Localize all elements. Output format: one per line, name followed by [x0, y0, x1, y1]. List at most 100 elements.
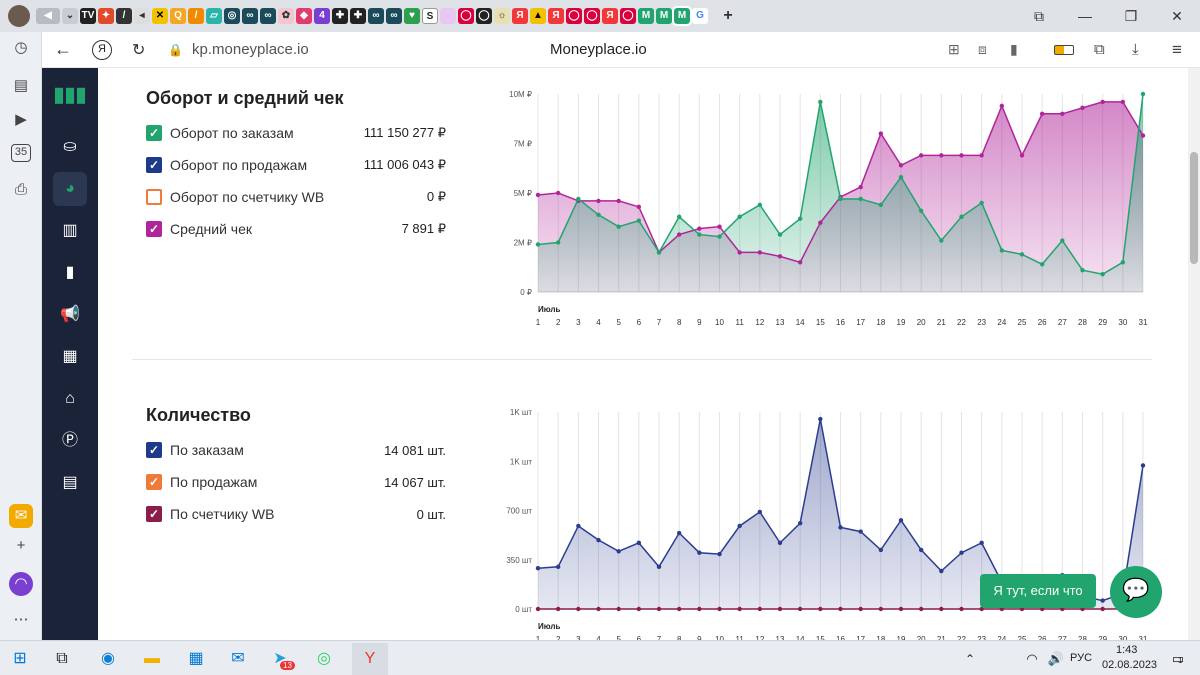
tab-favicon[interactable]: ∞ — [368, 8, 384, 24]
profile-avatar[interactable] — [8, 5, 30, 27]
explorer-icon[interactable]: ▬ — [144, 650, 160, 667]
store-icon[interactable]: ▦ — [188, 650, 204, 667]
clock-time[interactable]: 1:43 — [1116, 644, 1138, 656]
gift-icon[interactable]: ⌂ — [65, 390, 75, 407]
tab-dropdown-icon[interactable]: ⌄ — [62, 8, 78, 24]
tab-moneyplace-icon-active[interactable]: M — [672, 6, 692, 26]
url-text[interactable]: kp.moneyplace.io — [192, 41, 309, 58]
legend-item[interactable]: Оборот по счетчику WB 0 ₽ — [146, 186, 446, 208]
checkbox-checked-icon[interactable]: ✓ — [146, 157, 162, 173]
tab-favicon[interactable] — [440, 8, 456, 24]
tab-favicon[interactable]: ◯ — [458, 8, 474, 24]
restore-icon[interactable]: ❐ — [1124, 7, 1138, 24]
chat-button[interactable]: 💬 — [1110, 566, 1162, 618]
translate-icon[interactable]: ⊞ — [948, 41, 960, 57]
tab-yandex-icon[interactable]: Я — [602, 8, 618, 24]
minimize-icon[interactable]: — — [1078, 8, 1092, 24]
analytics-pie-icon[interactable]: ◕ — [53, 172, 87, 206]
tab-favicon[interactable]: ◯ — [620, 8, 636, 24]
tab-tv-icon[interactable]: TV — [80, 8, 96, 24]
player-icon[interactable]: ▶ — [15, 111, 27, 128]
legend-item[interactable]: ✓ Оборот по продажам 111 006 043 ₽ — [146, 154, 446, 176]
page-scrollbar[interactable] — [1188, 68, 1200, 640]
history-icon[interactable]: ◷ — [14, 39, 28, 56]
download-icon[interactable]: ⤓ — [1132, 41, 1139, 58]
tray-chevron-icon[interactable]: ⌃ — [964, 652, 976, 666]
alice-icon[interactable]: ◠ — [9, 572, 33, 596]
moneyplace-logo-icon[interactable]: ▮▮▮ — [53, 84, 87, 106]
network-icon[interactable]: ◠ — [1026, 651, 1038, 666]
tab-favicon[interactable]: ✚ — [332, 8, 348, 24]
notifications-icon[interactable]: ▭ — [1171, 651, 1185, 666]
yandex-home-icon[interactable]: Я — [92, 39, 112, 60]
legend-item[interactable]: ✓ По заказам 14 081 шт. — [146, 439, 446, 461]
new-tab-icon[interactable]: + — [723, 7, 733, 24]
clock-date[interactable]: 02.08.2023 — [1102, 659, 1158, 671]
bookmark-icon[interactable]: ▮ — [1010, 41, 1018, 57]
calendar-icon[interactable]: 35 — [11, 144, 31, 162]
edge-icon[interactable]: ◉ — [101, 650, 115, 667]
tab-favicon[interactable]: ◎ — [224, 8, 240, 24]
tab-favicon[interactable]: ◯ — [584, 8, 600, 24]
checkbox-unchecked-icon[interactable] — [146, 189, 162, 205]
tab-favicon[interactable]: S — [422, 8, 438, 24]
legend-item[interactable]: ✓ По счетчику WB 0 шт. — [146, 503, 446, 525]
mail-app-icon[interactable]: ✉ — [9, 504, 33, 528]
bar-chart-icon[interactable]: ▥ — [62, 222, 78, 239]
tab-favicon[interactable]: ▱ — [206, 8, 222, 24]
checkbox-checked-icon[interactable]: ✓ — [146, 442, 162, 458]
tab-yandex-icon[interactable]: Я — [548, 8, 564, 24]
legend-item[interactable]: ✓ Оборот по заказам 111 150 277 ₽ — [146, 122, 446, 144]
tab-favicon[interactable]: ◯ — [566, 8, 582, 24]
collections-icon[interactable]: ⧉ — [1094, 41, 1105, 58]
bookmark-nav-icon[interactable]: ▮ — [65, 264, 75, 281]
volume-icon[interactable]: 🔊 — [1047, 651, 1065, 666]
grid-icon[interactable]: ▦ — [62, 348, 78, 365]
tab-favicon[interactable]: / — [116, 8, 132, 24]
tab-audio-icon[interactable]: ◀ — [36, 8, 60, 24]
tab-favicon[interactable]: Q — [170, 8, 186, 24]
tab-favicon[interactable]: ♥ — [404, 8, 420, 24]
mail-icon[interactable]: ✉ — [231, 650, 245, 667]
camera-icon[interactable]: ⎙ — [14, 181, 27, 198]
language-indicator[interactable]: РУС — [1070, 652, 1093, 664]
checkbox-checked-icon[interactable]: ✓ — [146, 474, 162, 490]
close-icon[interactable]: ✕ — [1171, 7, 1183, 24]
tab-favicon[interactable]: / — [188, 8, 204, 24]
megaphone-icon[interactable]: 📢 — [60, 306, 80, 323]
parking-icon[interactable]: Ⓟ — [61, 432, 78, 449]
tab-favicon[interactable]: ∞ — [242, 8, 258, 24]
tab-favicon[interactable]: 4 — [314, 8, 330, 24]
add-panel-icon[interactable]: + — [16, 537, 26, 554]
legend-item[interactable]: ✓ Средний чек 7 891 ₽ — [146, 218, 446, 240]
windows-start-icon[interactable]: ⊞ — [13, 650, 27, 667]
back-icon[interactable]: ← — [54, 39, 72, 59]
reload-icon[interactable]: ↻ — [132, 41, 146, 59]
tab-favicon[interactable]: ◂ — [134, 8, 150, 24]
tab-favicon[interactable]: ▲ — [530, 8, 546, 24]
extension-icon[interactable]: ⧈ — [978, 41, 987, 57]
tab-moneyplace-icon[interactable]: M — [638, 8, 654, 24]
tab-moneyplace-icon[interactable]: M — [656, 8, 672, 24]
tab-google-icon[interactable]: G — [692, 8, 708, 24]
checkbox-checked-icon[interactable]: ✓ — [146, 221, 162, 237]
tab-favicon[interactable]: ✿ — [278, 8, 294, 24]
notes-icon[interactable]: ▤ — [13, 77, 29, 94]
menu-icon[interactable]: ≡ — [1172, 39, 1182, 59]
tab-favicon[interactable]: ◯ — [476, 8, 492, 24]
tab-favicon[interactable]: ☼ — [494, 8, 510, 24]
bag-icon[interactable]: ⛀ — [63, 138, 77, 155]
tab-favicon[interactable]: ∞ — [386, 8, 402, 24]
legend-item[interactable]: ✓ По продажам 14 067 шт. — [146, 471, 446, 493]
book-icon[interactable]: ▤ — [62, 474, 78, 491]
task-view-icon[interactable]: ⧉ — [56, 650, 68, 667]
tab-favicon[interactable]: ∞ — [260, 8, 276, 24]
tab-favicon[interactable]: ✦ — [98, 8, 114, 24]
checkbox-checked-icon[interactable]: ✓ — [146, 506, 162, 522]
more-icon[interactable]: ⋯ — [13, 611, 29, 628]
checkbox-checked-icon[interactable]: ✓ — [146, 125, 162, 141]
tab-yandex-icon[interactable]: Я — [512, 8, 528, 24]
tab-favicon[interactable]: ✕ — [152, 8, 168, 24]
whatsapp-icon[interactable]: ◎ — [317, 650, 331, 667]
tab-favicon[interactable]: ✚ — [350, 8, 366, 24]
